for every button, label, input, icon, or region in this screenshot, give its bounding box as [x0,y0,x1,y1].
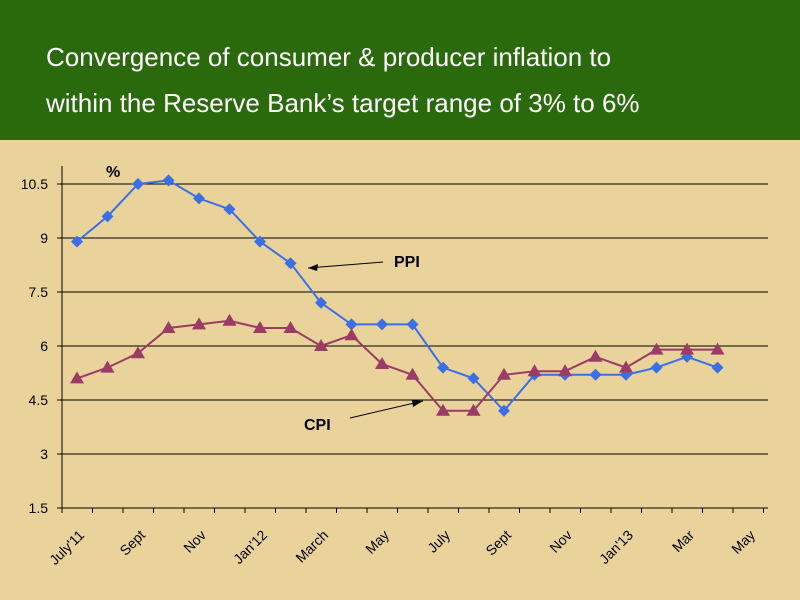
ppi-point [711,361,724,374]
cpi-point [253,321,267,333]
cpi-line [76,319,718,412]
x-tick-label: Jan'13 [596,527,636,567]
cpi-point [527,364,542,377]
ppi-point [620,368,632,381]
ppi-point [101,210,114,223]
x-tick-label: March [292,527,331,566]
ppi-point [193,192,205,205]
y-axis-label: % [106,164,120,181]
ppi-point [681,350,693,363]
ppi-point [315,296,327,309]
x-tick-label: Jan'12 [230,527,270,567]
ppi-arrow-line [307,261,384,269]
ppi-point [162,174,175,187]
chart-title-line-1: Convergence of consumer & producer infla… [46,42,612,72]
ppi-annotation: PPI [394,254,420,271]
cpi-point [192,317,206,330]
chart-area: 1.5 3 4.5 6 7.5 9 10.5 July'11 Sept Nov Jan'12 Mar… [21,164,768,568]
cpi-point [222,313,237,326]
ppi-point [254,235,266,248]
cpi-point [344,328,359,341]
ppi-point [132,178,144,190]
ppi-line [76,179,718,413]
y-tick-label: 4.5 [29,392,49,408]
x-tick-label: Sept [482,527,514,559]
cpi-point [436,403,450,416]
ppi-point [467,372,480,385]
y-tick-label: 7.5 [29,284,49,300]
x-tick-label: July [424,527,453,556]
cpi-point [131,346,145,359]
cpi-point [314,339,328,351]
y-tick-label: 3 [40,446,48,462]
x-tick-label: Sept [116,527,148,559]
x-tick-label: Nov [546,527,575,556]
cpi-point [558,364,572,377]
x-axis-ticks: July'11 Sept Nov Jan'12 March May July Sept Nov J… [46,527,758,568]
cpi-point [680,342,694,355]
cpi-point [497,367,511,380]
cpi-point [405,367,420,380]
cpi-point [161,321,176,333]
gridlines [57,166,768,513]
cpi-point [588,349,603,362]
y-axis-ticks: 1.5 3 4.5 6 7.5 9 10.5 [21,176,48,516]
y-tick-label: 6 [40,338,48,354]
cpi-arrow-head [412,400,423,407]
ppi-point [284,257,297,270]
x-tick-label: Nov [180,527,209,556]
ppi-point [498,404,510,417]
cpi-arrow-line [349,400,424,419]
cpi-point [466,403,481,416]
annotations: PPI CPI [304,254,424,434]
ppi-point [650,361,663,374]
ppi-point [406,318,419,331]
ppi-point [376,318,388,331]
chart-title-line-2: within the Reserve Bank’s target range o… [46,88,640,118]
cpi-point [70,371,84,384]
series-group [70,174,725,417]
ppi-point [223,203,236,216]
cpi-point [100,360,115,373]
x-tick-label: May [362,527,392,557]
y-tick-label: 9 [40,230,48,246]
ppi-arrow-head [308,264,318,271]
x-tick-label: July'11 [46,527,87,568]
cpi-point [619,360,633,373]
cpi-point [710,342,725,355]
ppi-point [71,235,83,248]
x-tick-label: May [728,527,758,557]
ppi-point [345,318,358,331]
title-band: Convergence of consumer & producer infla… [0,0,800,140]
x-tick-label: Mar [669,527,698,556]
ppi-point [437,361,449,374]
cpi-point [649,342,664,355]
cpi-point [283,321,298,333]
cpi-annotation: CPI [304,417,331,434]
y-tick-label: 10.5 [21,176,48,192]
cpi-point [375,357,389,369]
y-tick-label: 1.5 [29,500,49,516]
ppi-point [589,368,602,381]
